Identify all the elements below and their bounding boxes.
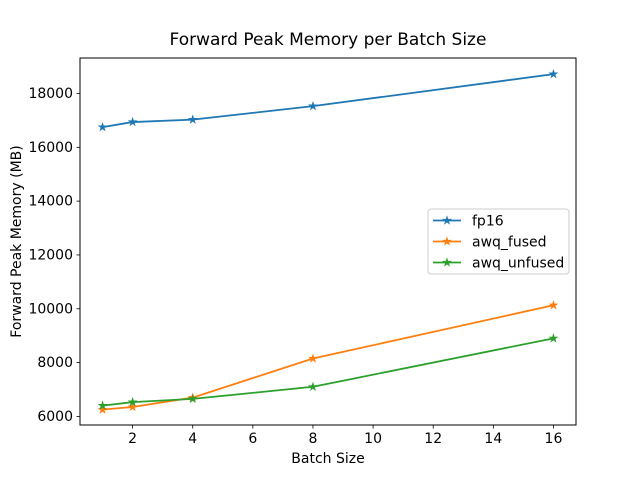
data-point-fp16-batch-16 xyxy=(548,68,559,79)
data-point-awq_unfused-batch-16 xyxy=(548,333,559,343)
data-point-fp16-batch-2 xyxy=(127,116,138,127)
data-point-awq_unfused-batch-8 xyxy=(308,381,318,391)
legend-box xyxy=(427,208,570,275)
series-lines xyxy=(97,68,559,414)
data-point-awq_unfused-batch-4 xyxy=(187,393,198,404)
x-tick-label: 14 xyxy=(484,431,502,447)
y-tick-label: 18000 xyxy=(28,86,73,102)
data-point-fp16-batch-4 xyxy=(187,114,198,124)
legend-label-awq_unfused: awq_unfused xyxy=(472,256,564,272)
data-point-awq_fused-batch-8 xyxy=(308,353,318,363)
y-tick-label: 10000 xyxy=(28,301,73,317)
y-tick-label: 8000 xyxy=(37,355,73,371)
x-tick-label: 12 xyxy=(424,431,442,447)
y-tick-label: 16000 xyxy=(28,140,73,156)
x-tick-label: 4 xyxy=(188,431,197,447)
data-point-awq_fused-batch-2 xyxy=(127,401,138,412)
x-axis-label: Batch Size xyxy=(291,451,364,467)
y-axis-label: Forward Peak Memory (MB) xyxy=(9,145,25,337)
axis-ticks: 2 4 6 8 10 12 14 16 6000 8000 10000 12000 14000 16000… xyxy=(28,86,562,447)
x-tick-label: 2 xyxy=(128,431,137,447)
legend: fp16 awq_fused awq_unfused xyxy=(427,208,570,275)
data-point-awq_unfused-batch-1 xyxy=(97,400,108,410)
x-tick-label: 10 xyxy=(364,431,382,447)
y-tick-label: 6000 xyxy=(37,409,73,425)
plot-border xyxy=(79,57,577,426)
legend-marker-star xyxy=(442,215,452,225)
legend-marker-star xyxy=(442,236,452,246)
legend-marker-star xyxy=(442,257,452,267)
data-point-awq_fused-batch-16 xyxy=(548,300,559,310)
data-point-awq_fused-batch-1 xyxy=(97,404,108,414)
y-tick-label: 12000 xyxy=(28,247,73,263)
data-point-fp16-batch-1 xyxy=(97,121,108,132)
x-tick-label: 6 xyxy=(248,431,257,447)
x-tick-label: 16 xyxy=(545,431,563,447)
legend-label-awq_fused: awq_fused xyxy=(472,235,547,251)
x-tick-label: 8 xyxy=(309,431,318,447)
chart-title: Forward Peak Memory per Batch Size xyxy=(170,30,487,50)
legend-label-fp16: fp16 xyxy=(472,214,504,230)
y-tick-label: 14000 xyxy=(28,194,73,210)
data-point-fp16-batch-8 xyxy=(308,100,318,111)
data-point-awq_unfused-batch-2 xyxy=(127,396,138,407)
